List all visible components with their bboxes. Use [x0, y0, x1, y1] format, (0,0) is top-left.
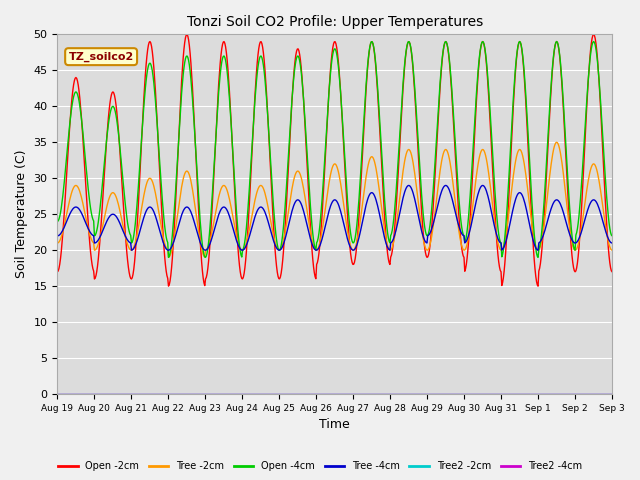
Legend: Open -2cm, Tree -2cm, Open -4cm, Tree -4cm, Tree2 -2cm, Tree2 -4cm: Open -2cm, Tree -2cm, Open -4cm, Tree -4… — [54, 457, 586, 475]
X-axis label: Time: Time — [319, 419, 350, 432]
Text: TZ_soilco2: TZ_soilco2 — [68, 51, 134, 62]
Y-axis label: Soil Temperature (C): Soil Temperature (C) — [15, 150, 28, 278]
Title: Tonzi Soil CO2 Profile: Upper Temperatures: Tonzi Soil CO2 Profile: Upper Temperatur… — [187, 15, 483, 29]
